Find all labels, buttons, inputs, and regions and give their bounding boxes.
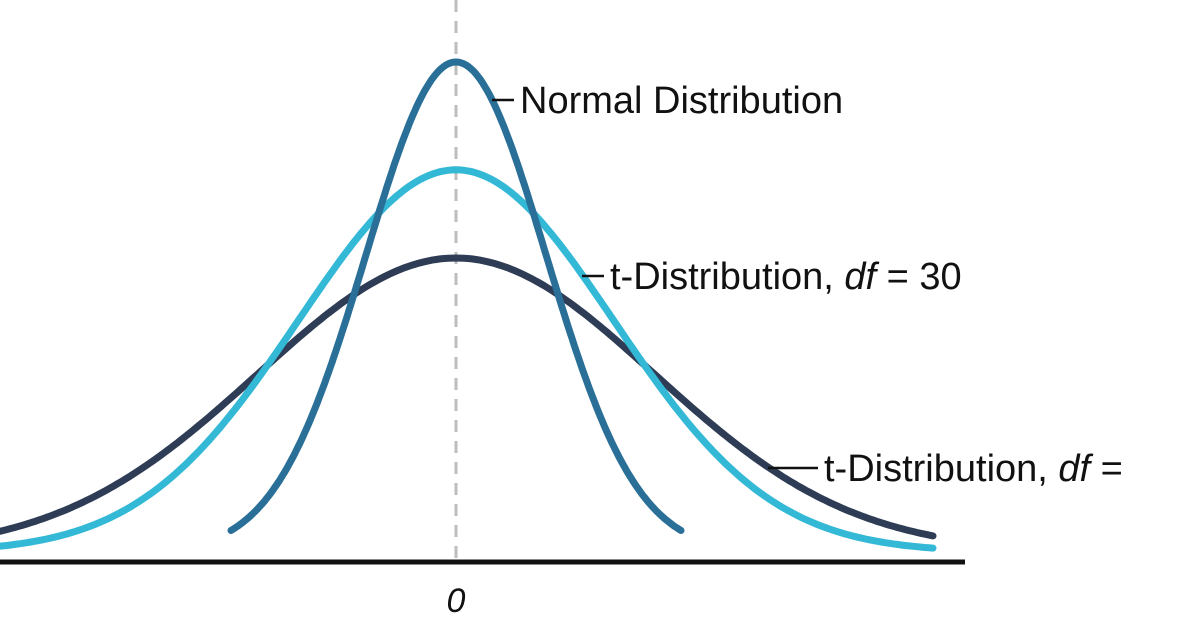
curve-normal [227, 58, 685, 534]
curve-tlow [0, 254, 937, 540]
label-tlow-value: = [1090, 448, 1123, 490]
label-t30-df: df [844, 256, 879, 298]
label-tlow-prefix: t-Distribution, [824, 448, 1058, 490]
curve-t30 [0, 166, 937, 552]
label-t30-value: = 30 [876, 256, 962, 298]
x-tick-label-0: 0 [447, 582, 466, 620]
curves-group [0, 58, 937, 552]
label-normal-distribution: Normal Distribution [520, 80, 843, 122]
label-normal-text: Normal Distribution [520, 80, 843, 122]
label-tlow-df: df [1058, 448, 1093, 490]
label-t-distribution-df30: t-Distribution, df = 30 [610, 256, 962, 298]
label-t30-prefix: t-Distribution, [610, 256, 844, 298]
label-t-distribution-low-df: t-Distribution, df = [824, 448, 1123, 490]
